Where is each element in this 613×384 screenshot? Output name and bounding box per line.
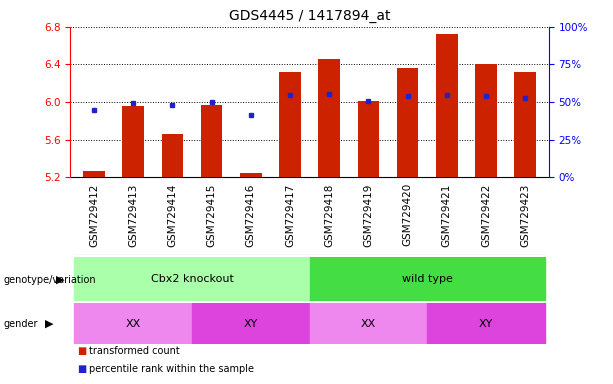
Text: GSM729423: GSM729423: [520, 183, 530, 247]
Bar: [475, 63, 497, 177]
Text: GSM729417: GSM729417: [285, 183, 295, 247]
Text: GSM729419: GSM729419: [364, 183, 373, 247]
Text: GSM729414: GSM729414: [167, 183, 177, 247]
Text: genotype/variation: genotype/variation: [3, 275, 96, 285]
Text: ■: ■: [77, 364, 86, 374]
Bar: [74, 257, 310, 301]
Bar: [310, 257, 545, 301]
Bar: [318, 59, 340, 177]
Text: ▶: ▶: [45, 319, 53, 329]
Bar: [310, 303, 427, 344]
Text: Cbx2 knockout: Cbx2 knockout: [151, 274, 234, 285]
Bar: [279, 72, 301, 177]
Text: gender: gender: [3, 319, 37, 329]
Bar: [74, 303, 192, 344]
Bar: [397, 68, 418, 177]
Text: GSM729421: GSM729421: [442, 183, 452, 247]
Bar: [83, 170, 105, 177]
Bar: [427, 303, 545, 344]
Text: XY: XY: [243, 318, 258, 329]
Text: GSM729415: GSM729415: [207, 183, 216, 247]
Title: GDS4445 / 1417894_at: GDS4445 / 1417894_at: [229, 9, 390, 23]
Bar: [436, 35, 457, 177]
Text: XY: XY: [479, 318, 493, 329]
Text: GSM729412: GSM729412: [89, 183, 99, 247]
Text: GSM729420: GSM729420: [403, 183, 413, 247]
Text: percentile rank within the sample: percentile rank within the sample: [89, 364, 254, 374]
Bar: [514, 72, 536, 177]
Text: GSM729416: GSM729416: [246, 183, 256, 247]
Text: ■: ■: [77, 346, 86, 356]
Bar: [162, 134, 183, 177]
Text: XX: XX: [360, 318, 376, 329]
Text: GSM729422: GSM729422: [481, 183, 491, 247]
Bar: [192, 303, 310, 344]
Bar: [123, 106, 144, 177]
Text: GSM729413: GSM729413: [128, 183, 138, 247]
Text: GSM729418: GSM729418: [324, 183, 334, 247]
Bar: [357, 101, 379, 177]
Bar: [201, 105, 223, 177]
Bar: [240, 174, 262, 177]
Text: ▶: ▶: [56, 275, 65, 285]
Text: wild type: wild type: [402, 274, 452, 285]
Text: XX: XX: [126, 318, 141, 329]
Text: transformed count: transformed count: [89, 346, 180, 356]
